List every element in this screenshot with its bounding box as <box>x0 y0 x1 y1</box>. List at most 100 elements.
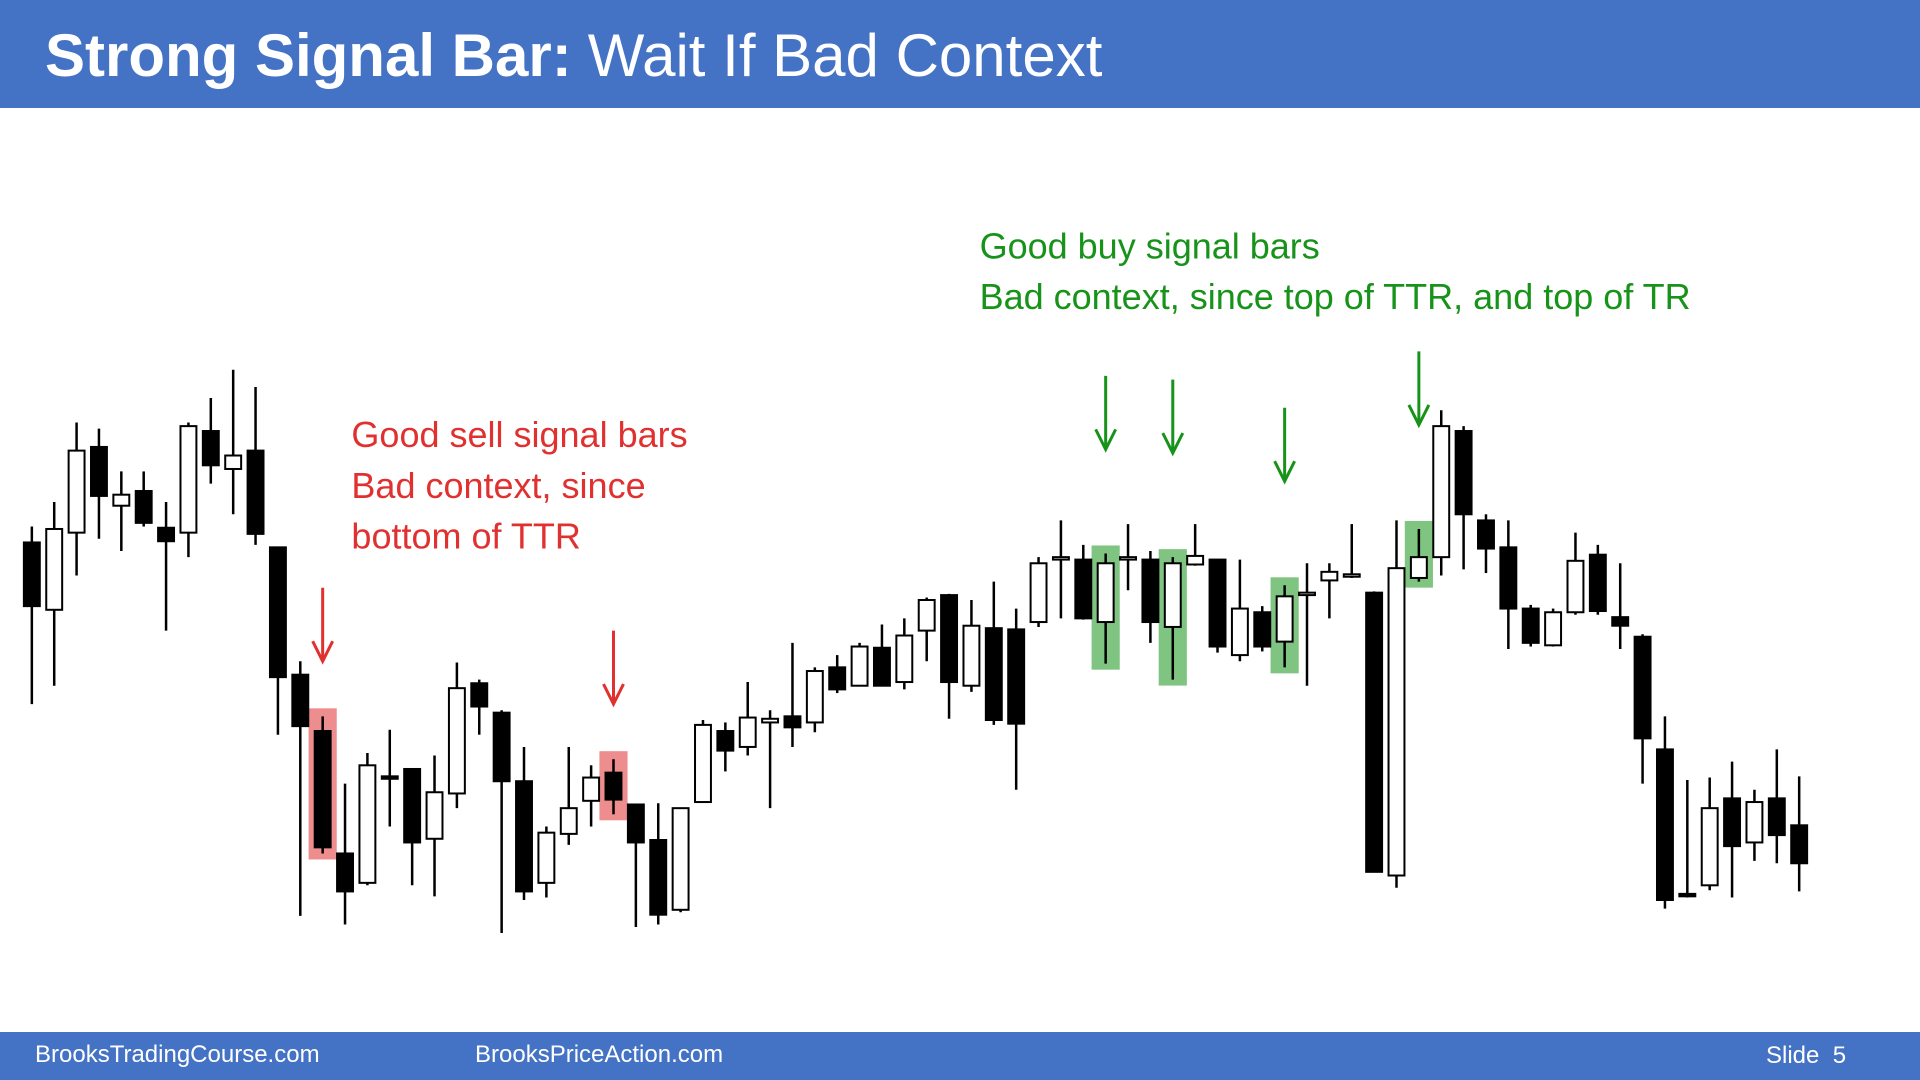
candle-body <box>224 454 243 470</box>
candle-body <box>112 493 131 507</box>
candle-body <box>850 645 869 687</box>
candle-body <box>805 670 824 724</box>
signal-arrow-head <box>1094 428 1118 453</box>
signal-arrow-head <box>1407 404 1431 429</box>
footer-center: BrooksPriceAction.com <box>475 1041 723 1068</box>
candle-body <box>1007 628 1026 725</box>
candle-body <box>761 717 780 724</box>
candle-body <box>425 791 444 840</box>
candle-body <box>1678 892 1697 898</box>
annotation-line: bottom of TTR <box>351 516 580 557</box>
slide-title: Strong Signal Bar: Wait If Bad Context <box>45 22 1103 89</box>
candle-body <box>1790 824 1809 865</box>
candle-body <box>1186 554 1205 566</box>
candle-body <box>470 682 489 708</box>
candle-body <box>559 807 578 835</box>
candle-body <box>716 730 735 752</box>
signal-arrow-head <box>311 640 335 665</box>
chart: Good sell signal bars Bad context, since b… <box>22 225 1809 934</box>
candle-body <box>738 716 757 748</box>
candle-body <box>1454 430 1473 516</box>
candle-body <box>1029 562 1048 624</box>
candle-body <box>1275 595 1294 643</box>
annotation: Good sell signal bars Bad context, since b… <box>351 414 687 557</box>
candle-body <box>649 839 668 916</box>
candle-body <box>1700 807 1719 887</box>
candle-body <box>537 831 556 884</box>
slide-number: Slide 5 <box>1766 1042 1846 1069</box>
candle-body <box>380 775 399 780</box>
candle-body <box>1588 553 1607 613</box>
candle-body <box>336 852 354 893</box>
candle-body <box>962 624 981 687</box>
candle-body <box>1499 546 1518 610</box>
candle-body <box>1767 797 1786 837</box>
candle-body <box>89 445 108 497</box>
signal-arrow-head <box>1273 460 1296 485</box>
annotation-line: Bad context, since top of TTR, and top o… <box>980 276 1691 317</box>
candle-body <box>1320 570 1339 582</box>
candle-body <box>1521 607 1540 644</box>
candle-body <box>1119 556 1137 561</box>
candle-body <box>201 430 220 467</box>
signal-arrow-head <box>602 683 625 708</box>
candle-body <box>694 723 712 804</box>
candle-body <box>671 807 690 911</box>
annotation-line: Good buy signal bars <box>980 225 1320 266</box>
candle-body <box>1051 556 1070 561</box>
candle-body <box>1163 562 1182 628</box>
candle-body <box>268 546 287 679</box>
candle-body <box>1633 635 1652 740</box>
signal-arrow-head <box>1161 432 1185 457</box>
candle-body <box>1074 558 1093 620</box>
candle-body <box>447 687 466 795</box>
candle-body <box>1566 559 1585 614</box>
candle-body <box>1208 558 1227 648</box>
candle-body <box>358 764 377 884</box>
candle-body <box>134 490 153 524</box>
candle-body <box>626 803 645 844</box>
candle-body <box>1096 562 1115 624</box>
candle-body <box>1141 558 1160 624</box>
candle-body <box>1365 591 1384 873</box>
candle-body <box>313 730 332 849</box>
candle-body <box>1253 611 1272 648</box>
candle-body <box>895 634 914 684</box>
candle-body <box>1230 607 1249 657</box>
candle-body <box>1655 748 1674 901</box>
candle-body <box>403 767 422 844</box>
title-rest: Wait If Bad Context <box>588 22 1103 89</box>
candle-body <box>872 646 891 687</box>
candle-body <box>67 449 86 534</box>
annotation-line: Good sell signal bars <box>351 414 687 455</box>
candle-body <box>492 711 511 783</box>
candle-body <box>515 780 533 893</box>
candle-body <box>604 771 623 801</box>
candle-body <box>1611 616 1630 627</box>
candle-body <box>1342 573 1361 578</box>
candle-body <box>917 599 936 632</box>
candle-body <box>157 526 176 543</box>
footer-left: BrooksTradingCourse.com <box>35 1041 320 1068</box>
candle-body <box>1409 556 1428 579</box>
candle-body <box>291 673 310 728</box>
candle-body <box>984 627 1003 721</box>
header-bar <box>0 0 1920 108</box>
candle-body <box>940 594 959 684</box>
candle-body <box>179 425 198 534</box>
candle-body <box>1477 519 1495 550</box>
candle-body <box>1544 611 1563 647</box>
annotation-line: Bad context, since <box>351 465 645 506</box>
candle-body <box>22 541 41 608</box>
candle-body <box>45 527 64 611</box>
candle-body <box>783 715 802 729</box>
candle-body <box>1387 567 1406 877</box>
candle-body <box>1723 797 1742 848</box>
candle-body <box>828 666 847 691</box>
candle-body <box>1745 801 1764 844</box>
candle-body <box>582 776 601 802</box>
candle-body <box>246 449 265 535</box>
annotation: Good buy signal bars Bad context, since t… <box>980 225 1691 317</box>
